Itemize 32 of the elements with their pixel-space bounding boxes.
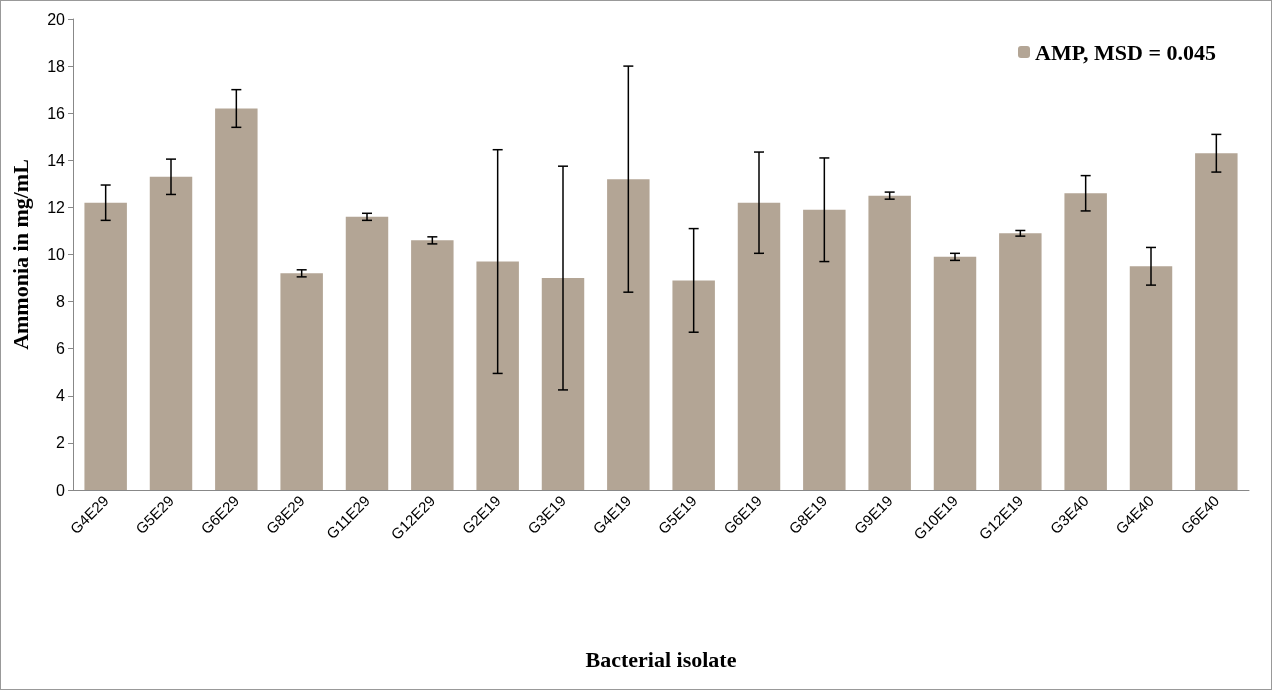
bar [1064,193,1107,490]
legend-label: AMP, MSD = 0.045 [1035,39,1216,65]
bar [280,273,323,490]
bar [672,280,715,490]
bar [999,233,1042,490]
y-tick-label: 8 [56,293,66,311]
bar [149,176,193,490]
bar [541,278,585,490]
bar [737,202,781,490]
y-tick-label: 20 [47,10,66,28]
y-tick-label: 12 [47,198,66,216]
bar [933,256,977,490]
y-tick-label: 10 [47,246,66,263]
bar [1195,153,1238,490]
y-tick-label: 0 [56,481,66,499]
y-tick-label: 18 [47,57,66,75]
y-tick-label: 4 [56,387,66,405]
bar [1129,266,1173,490]
y-axis-title: Ammonia in mg/mL [7,159,33,350]
y-tick-label: 14 [47,151,66,169]
bar [345,216,389,490]
y-tick-label: 6 [56,340,66,358]
bar [607,179,650,490]
bar [476,261,519,490]
bar [803,209,846,490]
bar [411,240,454,490]
y-tick-label: 2 [56,434,66,452]
x-axis-title: Bacterial isolate [585,646,737,672]
bar [84,202,127,490]
bar [868,195,911,490]
y-tick-label: 16 [47,104,66,122]
bar [215,108,258,490]
